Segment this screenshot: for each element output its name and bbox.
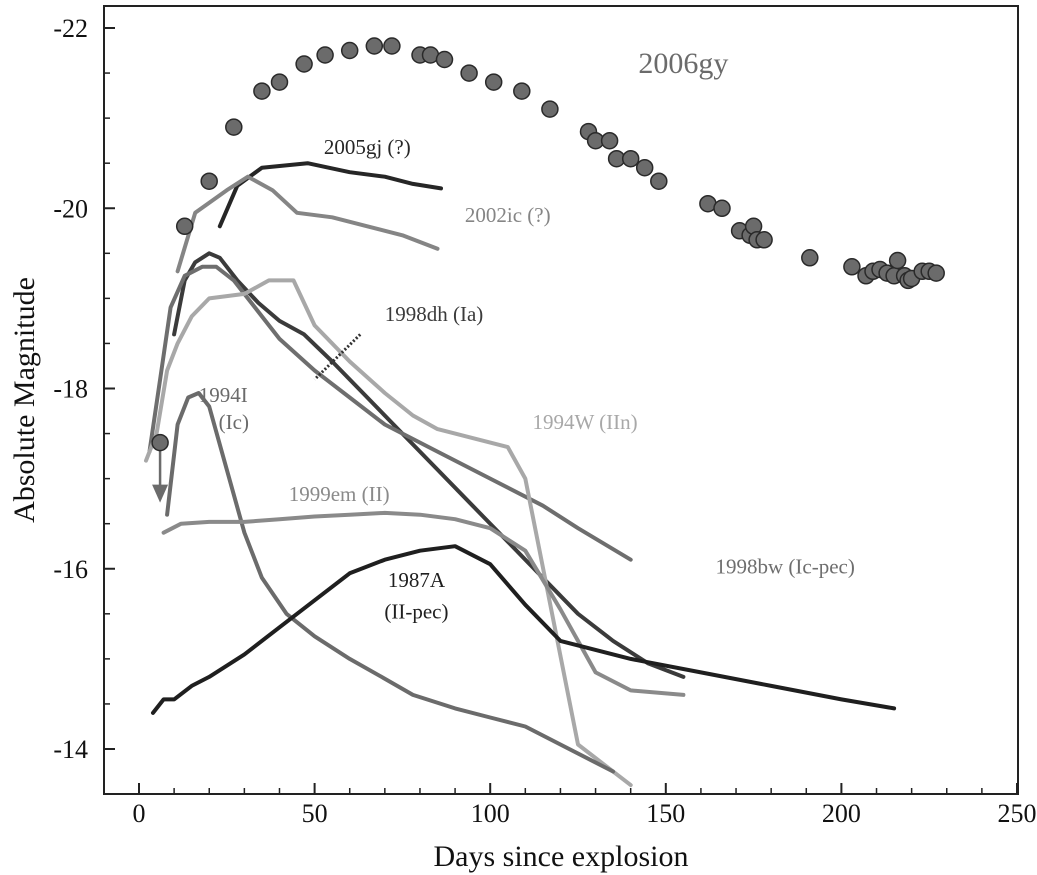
y-tick-label: -22 bbox=[53, 14, 88, 43]
scatter-points bbox=[151, 37, 945, 503]
data-point-2006gy bbox=[888, 251, 907, 270]
data-point-2006gy bbox=[316, 46, 334, 64]
y-tick-label: -14 bbox=[53, 735, 88, 764]
series-label-1987a-ii-pec: 1987A bbox=[388, 568, 446, 592]
series-label-1994i-ic: (Ic) bbox=[219, 410, 249, 434]
series-lines bbox=[144, 161, 897, 788]
y-tick-label: -18 bbox=[53, 375, 88, 404]
axis-ticks: 0 50 100 150 200 250 -22 -20 -18 -16 -14 bbox=[53, 14, 1036, 828]
series-line-1998dh-ia bbox=[172, 251, 686, 679]
series-label-1994w-iin: 1994W (IIn) bbox=[532, 410, 637, 434]
x-tick-label: 0 bbox=[133, 799, 146, 828]
series-label-1998bw-ic-pec: 1998bw (Ic-pec) bbox=[716, 554, 855, 578]
upper-limit-arrow-head bbox=[152, 484, 169, 503]
series-label-2005gj: 2005gj (?) bbox=[324, 135, 411, 159]
data-point-2006gy bbox=[383, 37, 401, 55]
series-label-2006gy: 2006gy bbox=[638, 47, 728, 80]
x-tick-label: 100 bbox=[471, 799, 510, 828]
data-point-2006gy bbox=[365, 37, 384, 55]
data-point-2006gy bbox=[927, 264, 945, 282]
data-point-2006gy bbox=[843, 258, 861, 276]
data-point-2006gy bbox=[175, 217, 194, 236]
data-point-2006gy bbox=[200, 172, 218, 190]
series-label-1994i-ic: 1994I bbox=[199, 383, 248, 407]
y-axis-title: Absolute Magnitude bbox=[8, 277, 41, 523]
x-tick-label: 50 bbox=[302, 799, 328, 828]
x-tick-label: 150 bbox=[646, 799, 685, 828]
data-point-2006gy bbox=[295, 55, 313, 73]
series-line-1987a-ii-pec bbox=[151, 544, 897, 715]
data-point-2006gy bbox=[435, 50, 454, 69]
series-line-1994w-iin bbox=[144, 278, 633, 788]
data-point-2006gy bbox=[270, 73, 289, 91]
series-label-1998dh-ia: 1998dh (Ia) bbox=[385, 302, 484, 326]
y-tick-label: -20 bbox=[53, 194, 88, 223]
leader-line-1998dh bbox=[313, 333, 362, 381]
data-point-2006gy bbox=[713, 199, 731, 218]
data-point-2006gy bbox=[541, 100, 559, 118]
data-point-2006gy bbox=[621, 149, 640, 168]
series-line-2002ic bbox=[175, 174, 440, 274]
series-line-1999em-ii bbox=[161, 510, 686, 697]
data-point-2006gy bbox=[340, 41, 359, 60]
data-point-2006gy bbox=[635, 158, 654, 177]
data-point-2006gy bbox=[650, 172, 668, 190]
y-tick-label: -16 bbox=[53, 555, 88, 584]
series-line-1994i-ic bbox=[165, 391, 616, 774]
data-point-2006gy bbox=[151, 433, 169, 452]
data-point-2006gy bbox=[253, 82, 271, 100]
x-tick-label: 200 bbox=[822, 799, 861, 828]
x-axis-title: Days since explosion bbox=[434, 840, 689, 873]
series-line-1998bw-ic-pec bbox=[147, 264, 633, 562]
data-point-2006gy bbox=[460, 64, 478, 82]
data-point-2006gy bbox=[801, 249, 819, 267]
data-point-2006gy bbox=[755, 231, 773, 249]
data-point-2006gy bbox=[600, 131, 619, 150]
series-annotations: 2006gy 2005gj (?) 2002ic (?) 1998dh (Ia) 199… bbox=[199, 47, 855, 623]
x-tick-label: 250 bbox=[998, 799, 1037, 828]
data-point-2006gy bbox=[225, 118, 243, 136]
data-point-2006gy bbox=[484, 73, 503, 91]
series-label-1999em-ii: 1999em (II) bbox=[289, 482, 390, 506]
series-label-1987a-ii-pec: (II-pec) bbox=[384, 599, 448, 623]
series-label-2002ic: 2002ic (?) bbox=[465, 203, 551, 227]
data-point-2006gy bbox=[513, 82, 531, 100]
